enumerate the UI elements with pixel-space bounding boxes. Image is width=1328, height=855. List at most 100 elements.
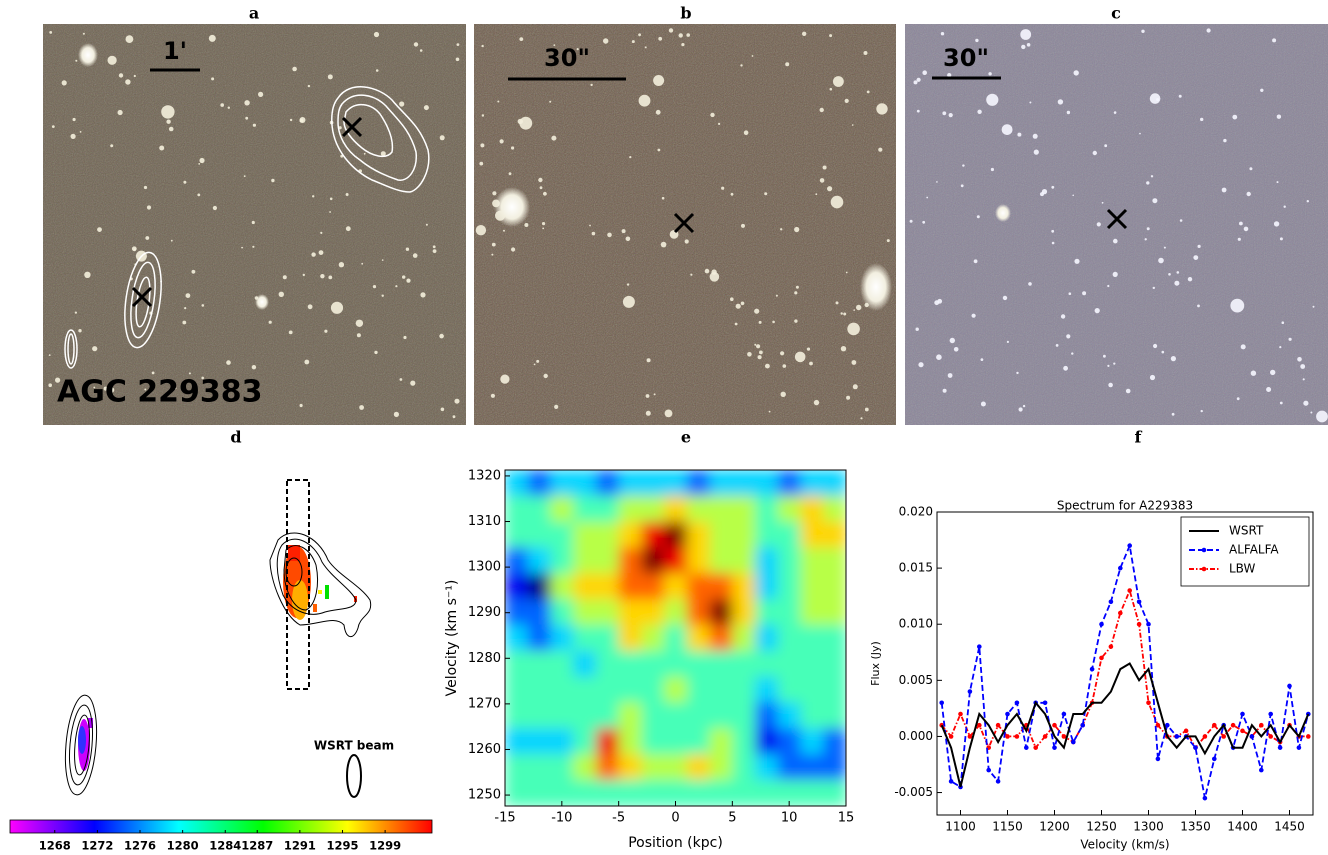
star — [1112, 271, 1118, 277]
star — [876, 103, 888, 115]
star — [55, 377, 61, 383]
heatmap-cell — [755, 624, 779, 652]
y-tick-label: 0.000 — [899, 729, 933, 743]
heatmap-cell — [618, 521, 642, 549]
panel-label: b — [680, 4, 691, 23]
series-marker — [1118, 565, 1123, 571]
star — [949, 337, 955, 344]
star — [125, 79, 131, 85]
star — [844, 98, 849, 103]
star — [381, 259, 384, 261]
series-marker — [967, 689, 973, 694]
series-marker — [958, 711, 963, 717]
star — [375, 69, 379, 72]
heatmap-cell — [527, 599, 551, 626]
star — [439, 135, 445, 141]
heatmap-cell — [573, 779, 597, 806]
star — [93, 386, 96, 389]
star — [819, 178, 825, 183]
star — [1179, 219, 1183, 222]
heatmap-cell — [618, 676, 642, 704]
series-marker — [1033, 745, 1038, 750]
heatmap-cell — [595, 599, 620, 626]
star — [626, 283, 630, 286]
star — [794, 351, 806, 363]
heatmap-cell — [573, 470, 597, 497]
star — [1139, 132, 1141, 135]
heatmap-cell — [505, 547, 529, 574]
series-marker — [948, 734, 954, 739]
heatmap-cell — [664, 470, 688, 497]
star — [686, 33, 690, 37]
heatmap-cell — [527, 754, 551, 781]
heatmap-cell — [664, 547, 688, 574]
star — [188, 372, 191, 375]
star — [49, 31, 53, 34]
y-tick-label: 0.010 — [899, 617, 933, 631]
series-marker — [1042, 700, 1048, 706]
star — [182, 320, 187, 325]
star — [718, 122, 721, 125]
star — [1068, 292, 1072, 296]
velocity-pixels — [78, 726, 86, 754]
star — [117, 109, 123, 116]
star — [244, 100, 250, 106]
galaxy — [494, 187, 530, 227]
star — [208, 34, 216, 42]
heatmap-cell — [732, 495, 756, 523]
star — [780, 391, 786, 397]
heatmap-cell — [527, 650, 551, 678]
heatmap-cell — [823, 650, 846, 678]
star — [730, 192, 734, 196]
star — [403, 335, 407, 340]
star — [220, 103, 224, 107]
star — [1066, 334, 1071, 339]
star — [92, 346, 98, 352]
colorbar-tick-label: 1284 — [209, 839, 241, 853]
star — [743, 130, 749, 135]
series-marker — [1080, 722, 1085, 728]
heatmap-cell — [777, 547, 802, 574]
star — [1152, 286, 1156, 290]
star — [1197, 304, 1200, 308]
star — [159, 145, 165, 151]
star — [827, 186, 833, 192]
x-axis-label: Velocity (km/s) — [1080, 838, 1169, 852]
heatmap-cell — [709, 728, 733, 755]
galaxy — [860, 263, 892, 311]
heatmap-cell — [686, 495, 711, 523]
series-marker — [1127, 543, 1132, 548]
heatmap-cell — [709, 676, 733, 704]
star — [48, 354, 51, 356]
heatmap: -15 -10 -5 0 5 10 15 1250 1260 1270 1280 1290 1300 13… — [444, 468, 854, 851]
heatmap-cell — [641, 495, 665, 523]
series-marker — [1259, 722, 1264, 728]
star — [243, 175, 246, 178]
star — [660, 241, 667, 248]
heatmap-cell — [550, 676, 574, 704]
heatmap-cell — [550, 547, 574, 574]
star — [1283, 205, 1286, 208]
star — [1170, 356, 1176, 362]
star — [517, 118, 523, 125]
star — [936, 181, 938, 183]
heatmap-cell — [573, 754, 597, 781]
series-marker — [1230, 722, 1236, 728]
star — [843, 312, 847, 316]
star — [503, 229, 505, 232]
heatmap-cell — [777, 702, 802, 729]
star — [772, 320, 775, 324]
star — [653, 75, 665, 86]
star — [988, 72, 992, 76]
star — [829, 34, 833, 38]
star — [536, 359, 540, 363]
star — [320, 274, 325, 279]
colorbar-tick-label: 1287 — [241, 839, 273, 853]
heatmap-cell — [664, 779, 688, 806]
star — [1107, 284, 1110, 288]
heatmap-cell — [800, 728, 824, 755]
star — [82, 32, 85, 35]
star — [292, 66, 297, 72]
heatmap-cell — [755, 779, 779, 806]
